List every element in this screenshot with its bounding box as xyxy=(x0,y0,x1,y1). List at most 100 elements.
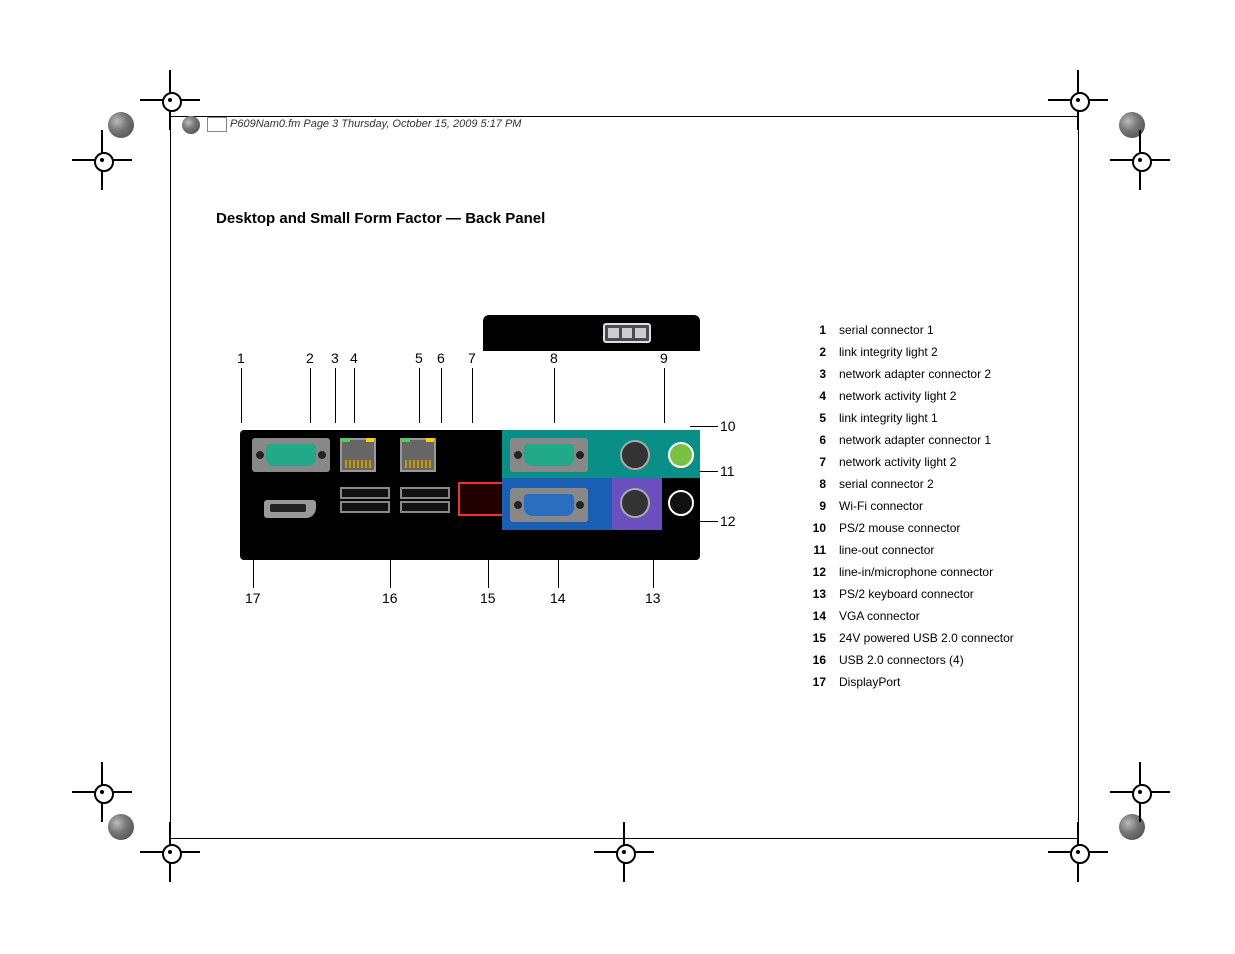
legend-num: 3 xyxy=(807,364,836,384)
legend-row: 1524V powered USB 2.0 connector xyxy=(807,628,1015,648)
page: P609Nam0.fm Page 3 Thursday, October 15,… xyxy=(0,0,1235,954)
displayport xyxy=(264,500,316,518)
vga-connector xyxy=(510,488,588,522)
wifi-connector xyxy=(603,323,651,343)
network-connector-1 xyxy=(400,438,436,472)
legend-num: 10 xyxy=(807,518,836,538)
regmark xyxy=(1110,130,1170,190)
regmark xyxy=(72,130,132,190)
crop-line xyxy=(1078,116,1079,838)
legend-num: 13 xyxy=(807,584,836,604)
legend-row: 11line-out connector xyxy=(807,540,1015,560)
callout-5: 5 xyxy=(415,350,423,366)
header-spindle-icon xyxy=(182,116,200,134)
legend-text: network activity light 2 xyxy=(838,452,1015,472)
legend-num: 9 xyxy=(807,496,836,516)
callout-1: 1 xyxy=(237,350,245,366)
legend-row: 12line-in/microphone connector xyxy=(807,562,1015,582)
legend-text: network adapter connector 2 xyxy=(838,364,1015,384)
callout-13: 13 xyxy=(645,590,661,606)
crop-line xyxy=(170,838,1078,839)
legend-text: network adapter connector 1 xyxy=(838,430,1015,450)
header-page-box xyxy=(207,117,227,132)
serial-connector-1 xyxy=(252,438,330,472)
legend-text: 24V powered USB 2.0 connector xyxy=(838,628,1015,648)
line-in-mic xyxy=(668,490,694,516)
legend-text: USB 2.0 connectors (4) xyxy=(838,650,1015,670)
callout-15: 15 xyxy=(480,590,496,606)
legend-num: 12 xyxy=(807,562,836,582)
lead-line xyxy=(664,368,665,423)
legend-text: network activity light 2 xyxy=(838,386,1015,406)
legend-num: 1 xyxy=(807,320,836,340)
callout-7: 7 xyxy=(468,350,476,366)
legend-num: 17 xyxy=(807,672,836,692)
legend-num: 16 xyxy=(807,650,836,670)
callout-2: 2 xyxy=(306,350,314,366)
callout-9: 9 xyxy=(660,350,668,366)
callout-11: 11 xyxy=(720,463,735,479)
legend-num: 5 xyxy=(807,408,836,428)
callout-3: 3 xyxy=(331,350,339,366)
legend-text: PS/2 mouse connector xyxy=(838,518,1015,538)
legend-num: 6 xyxy=(807,430,836,450)
legend-row: 13PS/2 keyboard connector xyxy=(807,584,1015,604)
lead-line xyxy=(554,368,555,423)
lead-line xyxy=(690,426,718,427)
legend-text: Wi-Fi connector xyxy=(838,496,1015,516)
lead-line xyxy=(419,368,420,423)
legend-num: 4 xyxy=(807,386,836,406)
serial-connector-2 xyxy=(510,438,588,472)
callout-12: 12 xyxy=(720,513,736,529)
line-out xyxy=(668,442,694,468)
lead-line xyxy=(354,368,355,423)
legend-row: 3network adapter connector 2 xyxy=(807,364,1015,384)
legend-row: 8serial connector 2 xyxy=(807,474,1015,494)
legend-row: 6network adapter connector 1 xyxy=(807,430,1015,450)
crop-line xyxy=(170,116,1078,117)
regmark xyxy=(72,762,132,822)
legend-row: 9Wi-Fi connector xyxy=(807,496,1015,516)
crop-line xyxy=(170,116,171,838)
network-connector-2 xyxy=(340,438,376,472)
ps2-mouse xyxy=(620,440,650,470)
legend-num: 15 xyxy=(807,628,836,648)
lead-line xyxy=(335,368,336,423)
legend-text: link integrity light 1 xyxy=(838,408,1015,428)
powered-usb xyxy=(458,480,508,518)
callout-14: 14 xyxy=(550,590,566,606)
panel-notch xyxy=(483,315,700,351)
legend-row: 2link integrity light 2 xyxy=(807,342,1015,362)
callout-6: 6 xyxy=(437,350,445,366)
legend-text: line-out connector xyxy=(838,540,1015,560)
legend-row: 1serial connector 1 xyxy=(807,320,1015,340)
regmark xyxy=(1110,762,1170,822)
callout-16: 16 xyxy=(382,590,398,606)
lead-line xyxy=(441,368,442,423)
legend-text: DisplayPort xyxy=(838,672,1015,692)
legend-row: 17DisplayPort xyxy=(807,672,1015,692)
lead-line xyxy=(310,368,311,423)
legend-row: 10PS/2 mouse connector xyxy=(807,518,1015,538)
legend-text: serial connector 1 xyxy=(838,320,1015,340)
legend-row: 14VGA connector xyxy=(807,606,1015,626)
legend-num: 14 xyxy=(807,606,836,626)
regmark xyxy=(594,822,654,882)
legend-text: VGA connector xyxy=(838,606,1015,626)
legend-row: 16USB 2.0 connectors (4) xyxy=(807,650,1015,670)
legend-text: PS/2 keyboard connector xyxy=(838,584,1015,604)
callout-17: 17 xyxy=(245,590,261,606)
legend-row: 5link integrity light 1 xyxy=(807,408,1015,428)
legend-row: 7network activity light 2 xyxy=(807,452,1015,472)
legend-num: 11 xyxy=(807,540,836,560)
section-title: Desktop and Small Form Factor — Back Pan… xyxy=(216,210,545,227)
back-panel-diagram: 123456789 101112 1716151413 xyxy=(230,350,750,630)
ps2-keyboard xyxy=(620,488,650,518)
usb-stack-b xyxy=(400,485,450,515)
usb-stack-a xyxy=(340,485,390,515)
lead-line xyxy=(472,368,473,423)
callout-10: 10 xyxy=(720,418,736,434)
header-text: P609Nam0.fm Page 3 Thursday, October 15,… xyxy=(230,118,521,130)
legend-num: 8 xyxy=(807,474,836,494)
callout-4: 4 xyxy=(350,350,358,366)
